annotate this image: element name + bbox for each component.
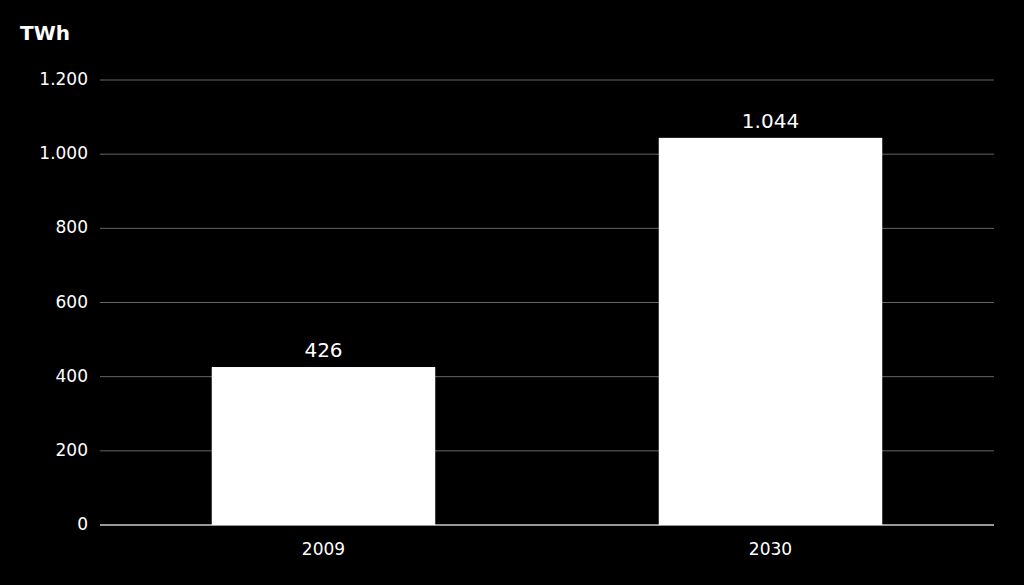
bars: [212, 138, 883, 525]
y-tick-label: 600: [56, 292, 88, 312]
x-tick-label: 2009: [302, 539, 345, 559]
data-label: 426: [304, 338, 342, 362]
chart-container: TWh02004006008001.0001.2004261.044200920…: [0, 0, 1024, 585]
y-tick-label: 1.200: [39, 69, 88, 89]
y-axis-label: TWh: [20, 21, 70, 45]
y-tick-label: 0: [77, 514, 88, 534]
y-tick-label: 800: [56, 217, 88, 237]
x-tick-label: 2030: [749, 539, 792, 559]
grid-line: [100, 525, 994, 526]
y-ticks: 0 200 400 600 800 1.000 1.200: [39, 69, 88, 534]
grid: [100, 80, 994, 525]
y-tick-label: 200: [56, 440, 88, 460]
bar: [212, 367, 436, 525]
x-axis-line: [100, 525, 994, 526]
y-tick-label: 400: [56, 366, 88, 386]
grid-line: [100, 80, 994, 81]
data-label: 1.044: [742, 109, 799, 133]
data-labels: 426 1.044: [304, 109, 799, 362]
chart-svg: TWh02004006008001.0001.2004261.044200920…: [0, 0, 1024, 585]
y-tick-label: 1.000: [39, 143, 88, 163]
bar: [659, 138, 883, 525]
x-ticks: 2009 2030: [302, 539, 792, 559]
